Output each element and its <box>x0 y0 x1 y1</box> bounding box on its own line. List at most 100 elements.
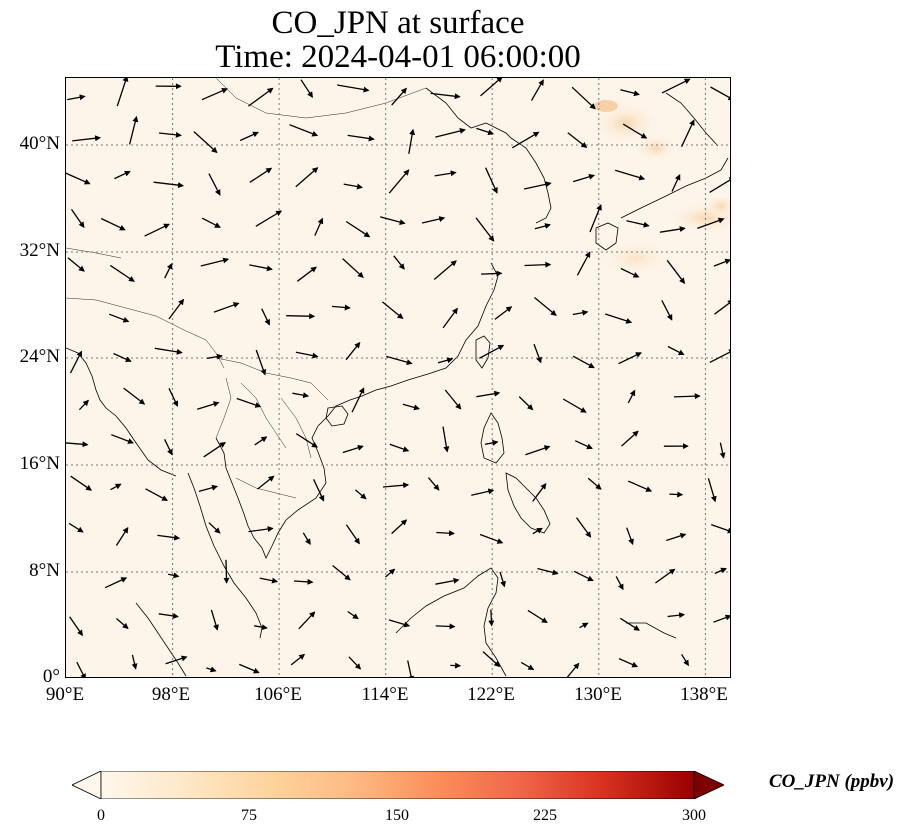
wind-vector-arrow <box>482 651 501 668</box>
wind-vector-arrow <box>342 258 364 278</box>
wind-vector-arrow <box>532 482 547 502</box>
wind-vector-arrow <box>573 570 594 582</box>
co-plume-field <box>591 100 730 278</box>
wind-vector-arrow <box>673 393 701 400</box>
wind-vector-arrow <box>667 612 686 619</box>
wind-vector-arrow <box>532 527 543 535</box>
gridlines <box>66 78 730 677</box>
wind-vector-arrow <box>709 176 730 193</box>
wind-vector-arrow <box>337 84 370 93</box>
wind-vector-arrow <box>481 270 503 277</box>
wind-vector-arrow <box>566 662 580 677</box>
x-tick-130e: 130°E <box>574 684 622 705</box>
wind-vector-arrow <box>534 223 551 230</box>
wind-vector-arrow <box>198 484 218 493</box>
wind-vector-arrow <box>345 341 361 361</box>
wind-vector-arrow <box>254 624 268 631</box>
wind-vector-arrow <box>66 172 91 185</box>
coastline-luzon <box>480 412 505 464</box>
wind-vector-arrow <box>69 350 83 374</box>
wind-vector-arrow <box>476 127 495 136</box>
wind-vector-arrow <box>123 387 146 405</box>
colorbar-label: CO_JPN (ppbv) <box>769 771 895 792</box>
wind-vector-arrow <box>527 609 548 624</box>
wind-vector-arrow <box>114 170 131 180</box>
x-tick-138e: 138°E <box>680 684 728 705</box>
wind-vector-arrow <box>157 534 181 541</box>
wind-vector-arrow <box>518 396 534 411</box>
y-tick-0: 0° <box>42 666 60 687</box>
title-line-1: CO_JPN at surface <box>271 5 525 41</box>
wind-vector-arrow <box>659 226 686 233</box>
wind-vector-arrow <box>259 577 278 584</box>
wind-vector-arrow <box>223 559 230 584</box>
wind-vector-arrow <box>681 654 689 667</box>
wind-vector-arrow <box>116 78 129 107</box>
y-tick-16n: 16°N <box>19 453 60 474</box>
wind-vector-arrow <box>605 313 633 324</box>
wind-vector-arrow <box>655 568 676 584</box>
wind-vector-arrow <box>292 392 310 399</box>
wind-vector-field <box>66 78 730 677</box>
wind-vector-arrow <box>666 532 687 542</box>
coastline-korea-north <box>485 122 512 139</box>
map-title: CO_JPN at surface Time: 2024-04-01 06:00… <box>65 6 731 74</box>
wind-vector-arrow <box>575 517 592 538</box>
wind-vector-arrow <box>131 654 138 670</box>
y-tick-32n: 32°N <box>19 240 60 261</box>
wind-vector-arrow <box>385 568 396 578</box>
x-tick-122e: 122°E <box>467 684 515 705</box>
wind-vector-arrow <box>391 519 408 535</box>
wind-vector-arrow <box>671 173 681 192</box>
wind-vector-arrow <box>628 480 653 492</box>
wind-vector-arrow <box>295 433 318 448</box>
coastline-malay-peninsula <box>187 472 263 639</box>
coastline-borneo <box>395 567 507 677</box>
wind-vector-arrow <box>430 92 461 100</box>
wind-vector-arrow <box>661 300 673 321</box>
wind-vector-arrow <box>571 86 596 110</box>
y-tick-40n: 40°N <box>19 133 60 154</box>
wind-vector-arrow <box>302 532 311 545</box>
wind-vector-arrow <box>626 220 650 228</box>
wind-vector-arrow <box>620 89 640 97</box>
coastline-japan-honshu <box>620 157 729 219</box>
wind-vector-arrow <box>618 658 639 668</box>
y-tick-8n: 8°N <box>29 560 60 581</box>
wind-vector-arrow <box>434 170 457 177</box>
colorbar-extend-min <box>72 771 102 799</box>
wind-vector-arrow <box>70 209 85 229</box>
wind-vector-arrow <box>388 619 411 628</box>
wind-vector-arrow <box>381 301 404 320</box>
wind-vector-arrow <box>523 181 552 190</box>
wind-vector-arrow <box>444 389 462 410</box>
wind-vector-arrow <box>666 259 686 284</box>
wind-vector-arrow <box>193 131 218 154</box>
wind-vector-arrow <box>587 477 602 490</box>
wind-vector-arrow <box>165 655 188 665</box>
wind-vector-arrow <box>154 347 183 355</box>
wind-vector-arrow <box>437 357 454 364</box>
wind-vector-arrow <box>484 439 499 446</box>
wind-vector-arrow <box>167 572 180 579</box>
colorbar-tick-150: 150 <box>385 807 409 824</box>
wind-vector-arrow <box>164 439 173 456</box>
wind-vector-arrow <box>201 217 221 228</box>
wind-vector-arrow <box>201 88 228 101</box>
wind-vector-arrow <box>433 260 457 280</box>
wind-vector-arrow <box>537 567 559 576</box>
wind-vector-arrow <box>200 257 230 267</box>
wind-vector-arrow <box>110 483 122 491</box>
wind-vector-arrow <box>524 261 552 268</box>
colorbar-tick-75: 75 <box>241 807 257 824</box>
wind-vector-arrow <box>620 267 640 278</box>
wind-vector-arrow <box>697 217 725 230</box>
wind-vector-arrow <box>203 442 226 458</box>
wind-vector-arrow <box>714 567 727 575</box>
wind-vector-arrow <box>520 661 535 671</box>
wind-vector-arrow <box>589 204 602 233</box>
wind-vector-arrow <box>354 489 367 500</box>
wind-vector-arrow <box>436 530 455 537</box>
country-borders <box>66 78 427 499</box>
wind-vector-arrow <box>345 524 360 545</box>
